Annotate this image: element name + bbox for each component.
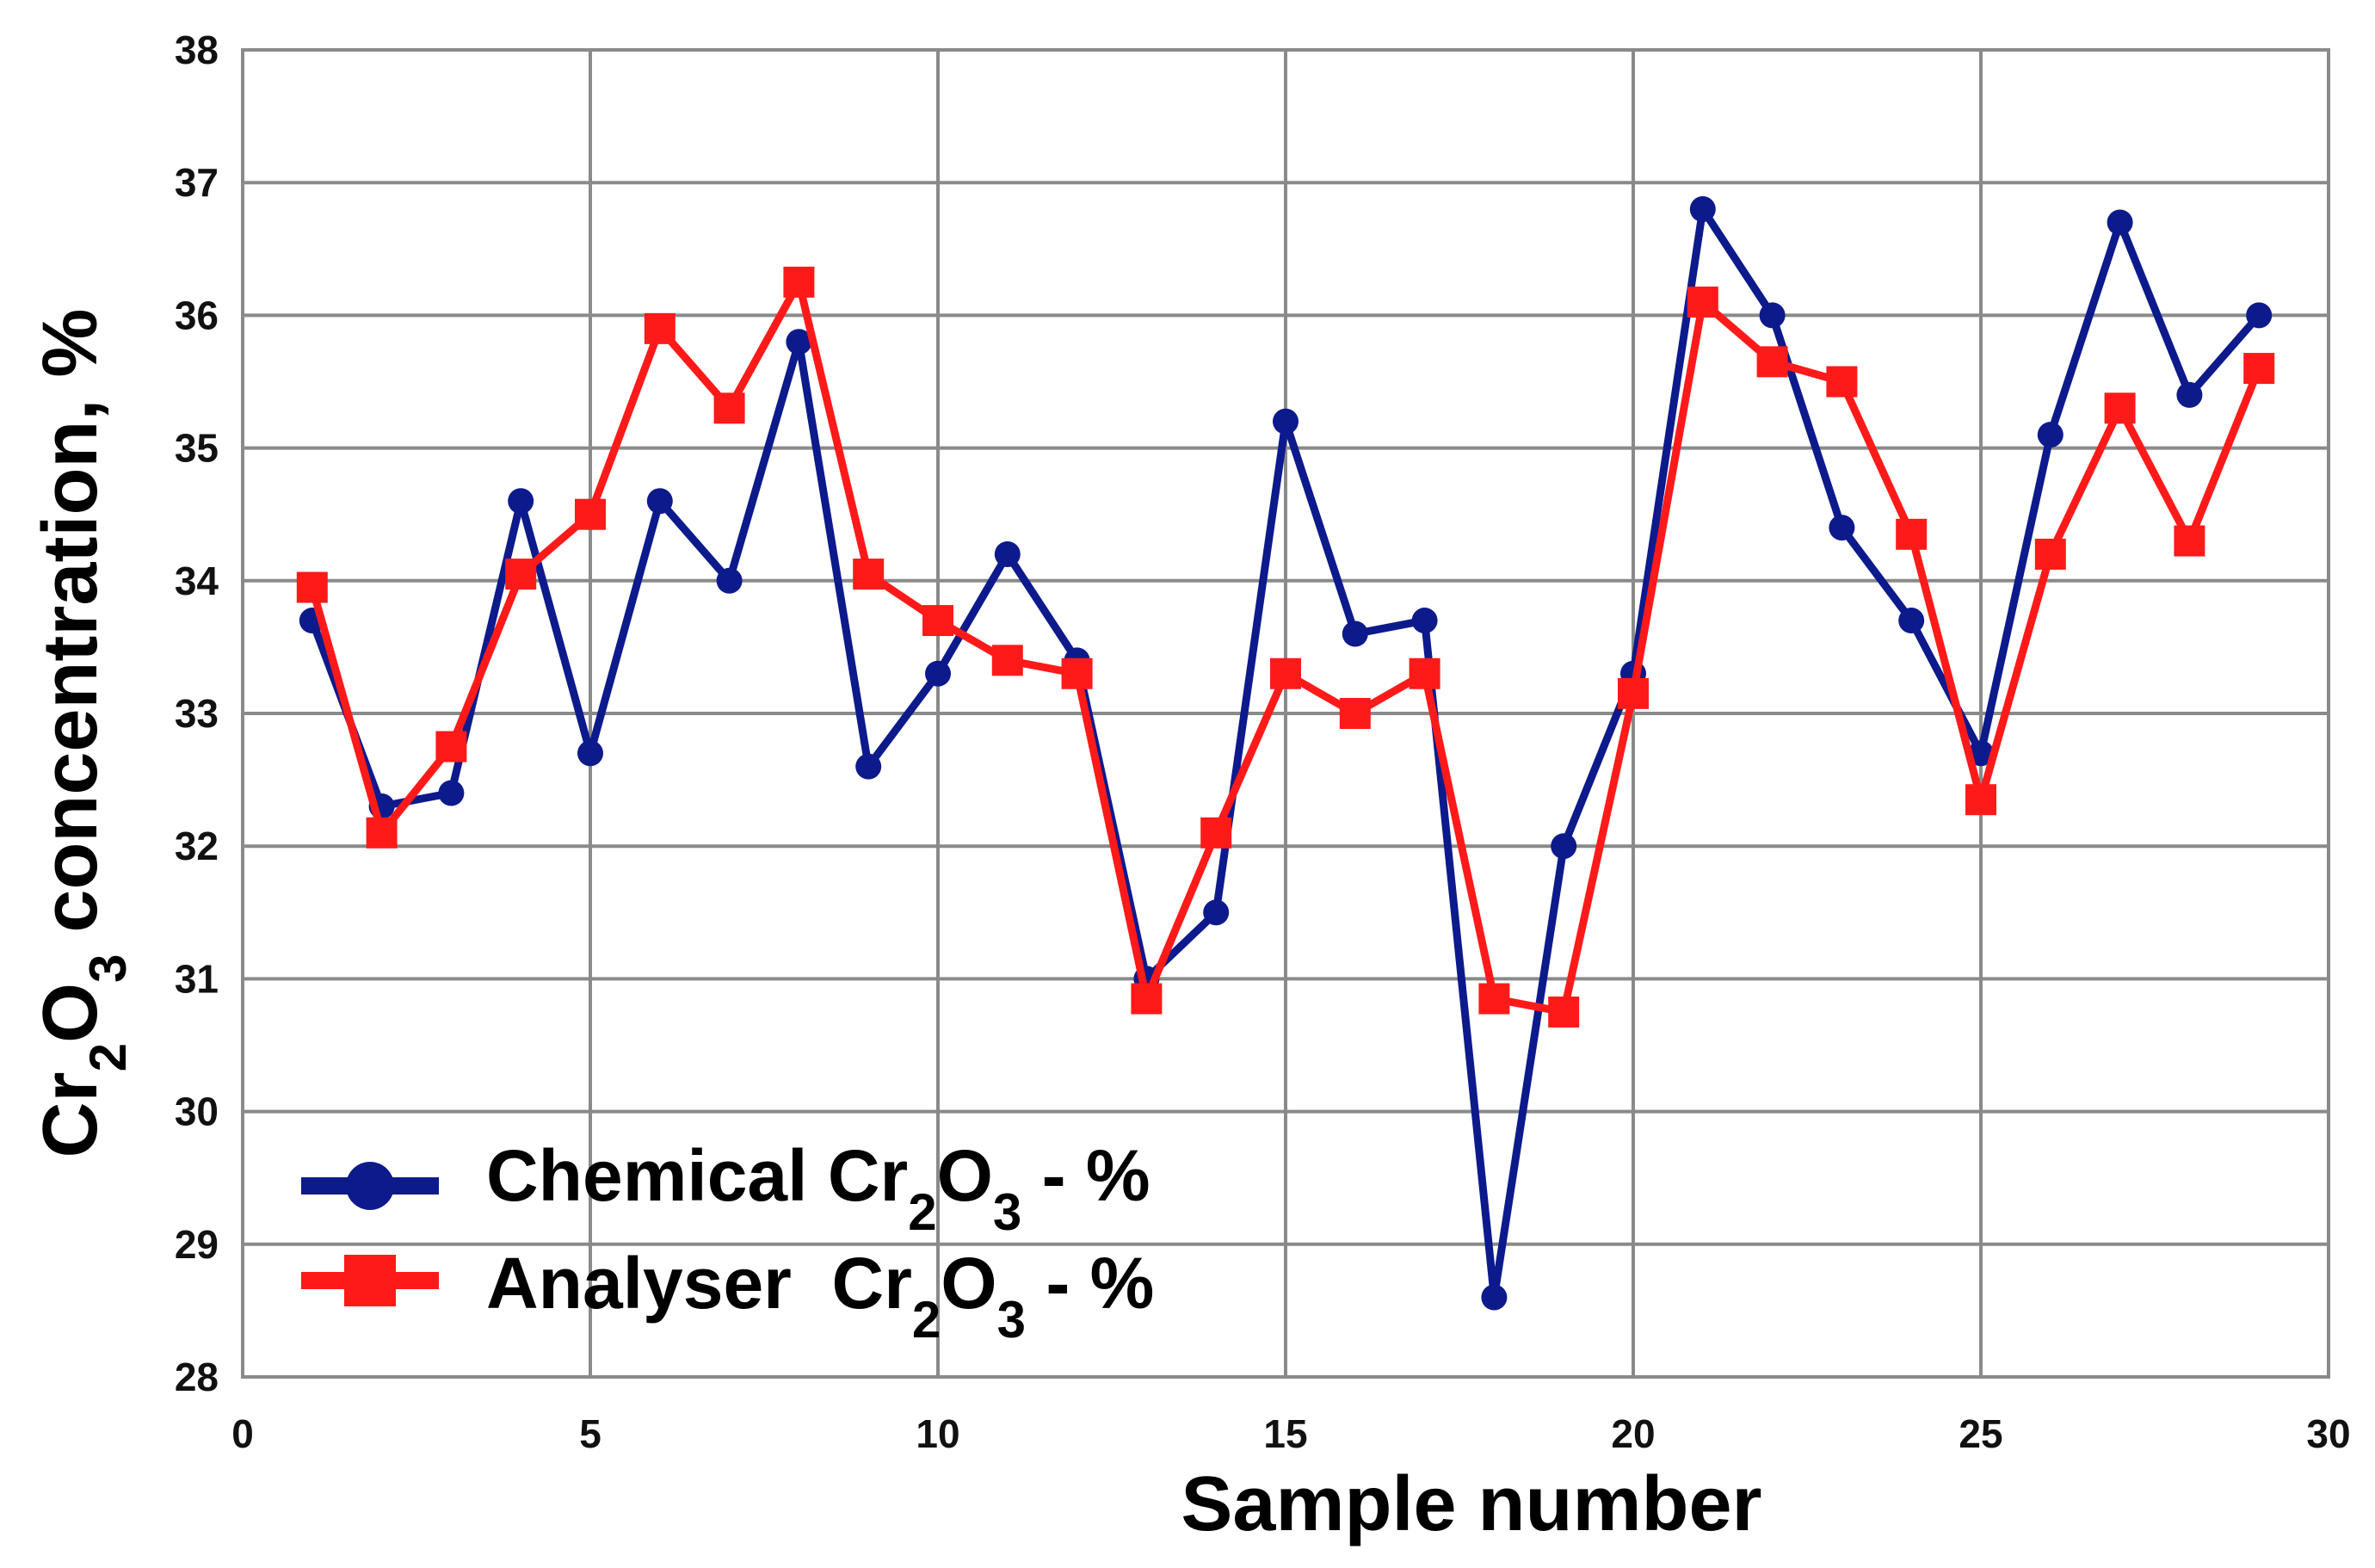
legend-label-chemical: Chemical Cr2O3 - % [486, 1135, 1150, 1241]
data-point [786, 329, 812, 355]
x-tick-label: 5 [579, 1411, 601, 1456]
data-point [296, 571, 328, 603]
data-point [1409, 657, 1440, 689]
data-point [2176, 381, 2203, 408]
y-tick-label: 31 [175, 956, 219, 1001]
y-tick-label: 32 [175, 824, 219, 868]
data-point [646, 488, 673, 515]
data-point [1548, 996, 1580, 1028]
data-point [1965, 784, 1996, 816]
y-tick-label: 35 [175, 426, 219, 471]
data-point [1339, 698, 1371, 729]
data-point [2246, 302, 2273, 329]
data-point [508, 488, 534, 515]
y-tick-label: 30 [175, 1090, 219, 1134]
data-point [505, 559, 537, 590]
y-tick-label: 38 [175, 28, 219, 72]
x-tick-label: 20 [1611, 1411, 1655, 1456]
series-analyser [296, 266, 2275, 1028]
data-point [2107, 209, 2133, 236]
legend-marker-analyser [301, 1255, 439, 1306]
y-tick-label: 36 [175, 293, 219, 337]
x-tick-label: 10 [916, 1411, 959, 1456]
data-point [575, 498, 606, 530]
x-tick-label: 25 [1959, 1411, 2002, 1456]
data-point [855, 753, 882, 780]
data-point [1061, 657, 1093, 689]
data-point [2174, 525, 2205, 557]
data-point [1551, 833, 1577, 860]
data-point [1273, 408, 1299, 435]
data-point [783, 266, 815, 298]
x-tick-label: 30 [2306, 1411, 2350, 1456]
data-point [716, 567, 743, 594]
data-point [2037, 422, 2063, 448]
data-point [1756, 346, 1788, 378]
data-point [2034, 538, 2066, 570]
x-tick-label: 0 [231, 1411, 254, 1456]
data-point [853, 559, 885, 590]
data-point [1689, 196, 1716, 223]
data-point [1411, 608, 1438, 634]
x-tick-labels: 0 5 10 15 20 25 30 [231, 1411, 2350, 1456]
data-point [1200, 817, 1232, 849]
data-point [1896, 518, 1928, 550]
y-tick-label: 33 [175, 691, 219, 736]
y-tick-label: 37 [175, 160, 219, 205]
legend-marker-chemical [301, 1162, 439, 1210]
plot-area-frame [241, 48, 2330, 1379]
data-point [366, 817, 398, 849]
data-point [1618, 677, 1649, 709]
data-point [1898, 608, 1925, 634]
data-point [2104, 392, 2136, 424]
y-axis-title: Cr2O3 concentration, % [28, 309, 137, 1158]
data-point [1759, 302, 1786, 329]
data-point [1342, 620, 1368, 647]
data-point [1481, 1284, 1508, 1311]
data-point [1478, 983, 1510, 1015]
data-point [577, 740, 603, 767]
data-point [1131, 983, 1163, 1015]
data-point [991, 645, 1023, 676]
y-tick-labels: 28 29 30 31 32 33 34 35 36 37 38 [175, 28, 219, 1399]
data-point [1829, 515, 1855, 541]
data-point [644, 312, 675, 344]
data-point [1687, 286, 1718, 318]
data-point [994, 540, 1021, 567]
data-point [438, 780, 465, 806]
data-point [1968, 740, 1994, 767]
x-axis-title: Sample number [1181, 1461, 1761, 1547]
data-point [1826, 366, 1858, 398]
y-tick-label: 34 [175, 559, 219, 603]
data-point [435, 731, 467, 762]
data-point [925, 660, 951, 687]
data-point [1203, 899, 1230, 926]
legend: Chemical Cr2O3 - % Analyser Cr2O3 - % [301, 1135, 1154, 1349]
y-tick-label: 28 [175, 1355, 219, 1399]
data-point [2243, 353, 2275, 385]
y-tick-label: 29 [175, 1222, 219, 1267]
data-point [713, 392, 745, 424]
series-layer [296, 196, 2275, 1311]
legend-label-analyser: Analyser Cr2O3 - % [486, 1243, 1154, 1349]
x-tick-label: 15 [1263, 1411, 1307, 1456]
data-point [1270, 657, 1301, 689]
data-point [922, 605, 953, 637]
